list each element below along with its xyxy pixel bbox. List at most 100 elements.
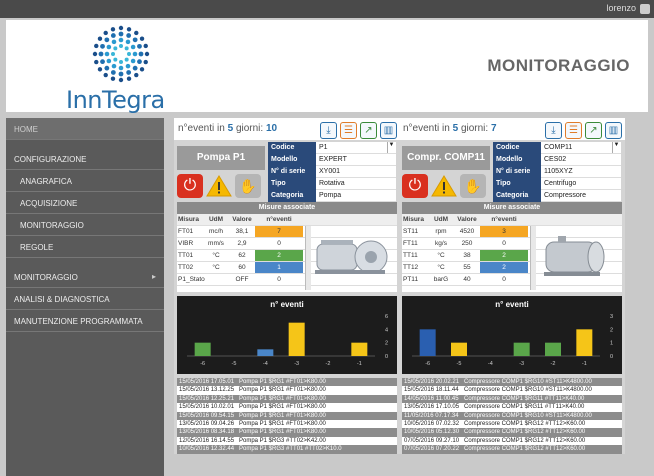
sidebar-item-0[interactable]: HOME (6, 118, 164, 140)
table-row[interactable]: FT11 kg/s 250 0 (402, 238, 622, 250)
hand-stop-icon[interactable]: ✋ (235, 174, 261, 198)
chevron-down-icon[interactable]: ▼ (612, 142, 620, 153)
list-item[interactable]: 14/05/2016 11.00.45 Compressore COMP1 $RG… (402, 394, 622, 404)
table-row[interactable]: PT11 barG 40 0 (402, 274, 622, 286)
measures-title: Misure associate (177, 202, 397, 214)
list-item[interactable]: 07/05/2016 09.27.10 Compressore COMP1 $RG… (402, 437, 622, 445)
table-row[interactable]: TT01 °C 62 2 (177, 250, 397, 262)
info-value: Pompa (316, 190, 396, 202)
list-item[interactable]: 10/05/2016 05.12.30 Compressore COMP1 $RG… (402, 428, 622, 437)
info-value: Compressore (541, 190, 621, 202)
x-tick-label: -6 (425, 361, 430, 367)
sidebar-item-7[interactable]: ANALISI & DIAGNOSTICA (6, 288, 164, 310)
power-icon[interactable]: ⏻ (177, 174, 203, 198)
list-item[interactable]: 15/05/2016 17.05.01 Pompa P1 $RG1 #FT01>K… (177, 378, 397, 387)
report-icon[interactable]: ☰ (565, 122, 582, 139)
chart-bar[interactable] (257, 349, 274, 356)
measure-events: 2 (480, 262, 528, 273)
sidebar-item-4[interactable]: MONITORAGGIO (6, 214, 164, 236)
trend-chart-icon[interactable]: ↗ (360, 122, 377, 139)
chevron-down-icon[interactable]: ▼ (387, 142, 395, 153)
measure-name: P1_Stato (178, 276, 205, 283)
bar-chart-icon[interactable]: ▥ (605, 122, 622, 139)
info-key: N° di serie (268, 166, 316, 178)
list-item[interactable]: 15/05/2016 12.25.21 Pompa P1 $RG1 #FT01>K… (177, 394, 397, 404)
info-value[interactable]: P1 ▼ (316, 142, 396, 154)
x-tick-label: -4 (263, 361, 268, 367)
list-item[interactable]: 13/05/2016 17.10.05 Compressore COMP1 $RG… (402, 403, 622, 411)
chart-bar[interactable] (351, 342, 368, 356)
x-tick-label: -4 (488, 361, 493, 367)
logo-icon (92, 25, 150, 83)
list-item[interactable]: 07/05/2016 07.20.22 Compressore COMP1 $RG… (402, 445, 622, 454)
table-row[interactable]: P1_Stato OFF 0 (177, 274, 397, 286)
list-item[interactable]: 12/05/2016 16.14.55 Pompa P1 $RG3 #TT02>K… (177, 437, 397, 445)
table-scrollbar[interactable] (530, 226, 536, 290)
info-row: Codice COMP11 ▼ (493, 142, 621, 154)
device-button[interactable]: Compr. COMP11 (402, 146, 490, 170)
log-date: 15/05/2016 20.02.21 (404, 379, 460, 385)
list-item[interactable]: 15/05/2016 18.11.44 Compressore COMP1 $RG… (402, 386, 622, 394)
measure-events: 0 (480, 274, 528, 285)
report-icon[interactable]: ☰ (340, 122, 357, 139)
bar-chart-icon[interactable]: ▥ (380, 122, 397, 139)
download-icon[interactable]: ⤓ (545, 122, 562, 139)
power-icon[interactable]: ⏻ (402, 174, 428, 198)
chart-bar[interactable] (419, 329, 436, 356)
download-icon[interactable]: ⤓ (320, 122, 337, 139)
chart-bar[interactable] (513, 342, 530, 356)
list-item[interactable]: 13/05/2016 08.34.18 Pompa P1 $RG1 #FT01>K… (177, 428, 397, 437)
warning-icon[interactable] (206, 174, 232, 198)
sidebar-item-8[interactable]: MANUTENZIONE PROGRAMMATA (6, 310, 164, 332)
log-date: 10/05/2016 07.02.32 (404, 420, 460, 427)
measures-header-cell: n°eventi (491, 216, 517, 223)
table-row[interactable]: TT11 °C 38 2 (402, 250, 622, 262)
measure-name: TT02 (178, 264, 194, 271)
chart-svg: 0 1 2 3 -6 -5 -4 -3 -2 -1 (412, 314, 613, 367)
table-row[interactable]: VIBR mm/s 2,9 0 (177, 238, 397, 250)
list-item[interactable]: 13/05/2016 09.04.26 Pompa P1 $RG1 #FT01>K… (177, 420, 397, 428)
sidebar-item-label: ANALISI & DIAGNOSTICA (14, 295, 110, 304)
chart-bar[interactable] (576, 329, 593, 356)
sidebar-item-3[interactable]: ACQUISIZIONE (6, 192, 164, 214)
chart-bar[interactable] (545, 342, 561, 356)
events-count-label: n°eventi in 5 giorni: 7 (403, 123, 497, 134)
trend-chart-icon[interactable]: ↗ (585, 122, 602, 139)
events-count-label: n°eventi in 5 giorni: 10 (178, 123, 277, 134)
list-item[interactable]: 10/05/2016 07.02.32 Compressore COMP1 $RG… (402, 420, 622, 428)
sidebar-item-1[interactable]: CONFIGURAZIONE (6, 148, 164, 170)
events-days: 5 (227, 123, 234, 134)
x-tick-label: -3 (294, 361, 299, 367)
table-scrollbar[interactable] (305, 226, 311, 290)
log-text: Compressore COMP1 $RG10 #ST11>K4800.00 (464, 379, 592, 385)
info-value[interactable]: COMP11 ▼ (541, 142, 621, 154)
chart-bar[interactable] (451, 342, 467, 356)
list-item[interactable]: 15/05/2016 20.02.21 Compressore COMP1 $RG… (402, 378, 622, 387)
log-date: 10/05/2016 12.32.44 (179, 446, 235, 453)
user-icon[interactable] (640, 4, 650, 14)
measure-value: 55 (463, 264, 471, 271)
list-item[interactable]: 15/05/2016 09.54.15 Pompa P1 $RG1 #FT01>K… (177, 411, 397, 420)
table-row[interactable]: TT12 °C 55 2 (402, 262, 622, 274)
table-row[interactable]: ST11 rpm 4520 3 (402, 226, 622, 238)
list-item[interactable]: 11/05/2016 07.17.34 Compressore COMP1 $RG… (402, 411, 622, 420)
table-row[interactable]: FT01 mc/h 38,1 7 (177, 226, 397, 238)
sidebar-item-6[interactable]: MONITORAGGIO ▸ (6, 266, 164, 288)
sidebar-item-5[interactable]: REGOLE (6, 236, 164, 258)
list-item[interactable]: 15/05/2016 13.12.25 Pompa P1 $RG1 #FT01>K… (177, 386, 397, 394)
device-button[interactable]: Pompa P1 (177, 146, 265, 170)
measures-header-cell: Misura (178, 216, 199, 223)
info-row: N° di serie XY001 (268, 166, 396, 178)
log-date: 15/05/2016 12.25.21 (179, 395, 235, 402)
hand-stop-icon[interactable]: ✋ (460, 174, 486, 198)
list-item[interactable]: 10/05/2016 12.32.44 Pompa P1 $RG3 #TT01 #… (177, 445, 397, 454)
list-item[interactable]: 15/05/2016 10.02.01 Pompa P1 $RG1 #FT01>K… (177, 403, 397, 411)
table-row[interactable]: TT02 °C 60 1 (177, 262, 397, 274)
measures-header-cell: UdM (433, 216, 449, 223)
chart-bar[interactable] (194, 342, 211, 356)
nav-gap (6, 140, 164, 148)
sidebar-item-2[interactable]: ANAGRAFICA (6, 170, 164, 192)
chart-bar[interactable] (288, 322, 305, 356)
username[interactable]: lorenzo (606, 3, 636, 13)
warning-icon[interactable] (431, 174, 457, 198)
